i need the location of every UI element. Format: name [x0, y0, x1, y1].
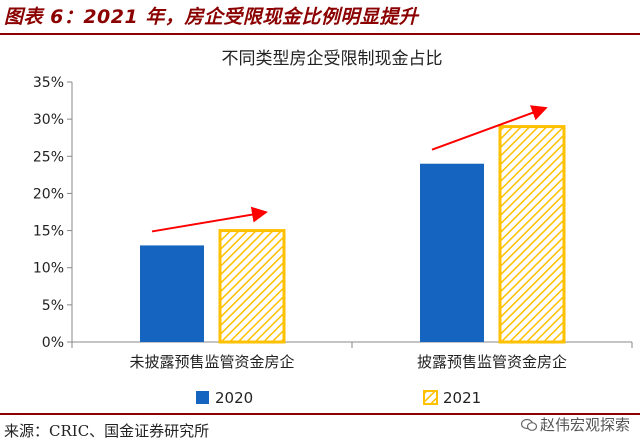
legend-swatch-2021	[423, 390, 438, 405]
figure-caption: 图表 6：2021 年，房企受限现金比例明显提升	[4, 6, 419, 28]
legend: 2020 2021	[196, 389, 481, 407]
legend-label-2021: 2021	[443, 389, 481, 407]
bar-2021-1	[498, 125, 566, 344]
wechat-icon	[520, 418, 537, 431]
legend-swatch-2020	[196, 391, 209, 404]
y-tick-label: 0%	[42, 335, 64, 351]
watermark: 赵伟宏观探索	[520, 414, 630, 435]
bar-2020-0	[140, 245, 204, 342]
legend-label-2020: 2020	[215, 389, 253, 407]
y-tick-label: 5%	[42, 298, 64, 314]
watermark-text: 赵伟宏观探索	[539, 416, 630, 434]
source-rule	[0, 413, 640, 415]
y-tick-label: 20%	[33, 186, 64, 202]
y-tick-label: 10%	[33, 261, 64, 277]
caption-rule	[0, 33, 640, 35]
y-tick-label: 15%	[33, 224, 64, 240]
trend-arrow	[151, 206, 268, 233]
x-axis: 未披露预售监管资金房企 披露预售监管资金房企	[71, 341, 633, 371]
y-tick-label: 25%	[33, 149, 64, 165]
y-tick-label: 30%	[33, 112, 64, 128]
source-note: 来源：CRIC、国金证券研究所	[4, 422, 210, 440]
bar-2020-1	[420, 163, 484, 342]
x-category-label: 披露预售监管资金房企	[417, 353, 567, 371]
bar-2021-0	[218, 229, 286, 344]
bars	[140, 125, 566, 344]
trend-arrows	[151, 105, 548, 233]
bar-chart: 不同类型房企受限制现金占比 0% 5% 10% 15% 20% 25% 30% 35% 未披露…	[33, 49, 633, 407]
y-tick-label: 35%	[33, 75, 64, 91]
trend-arrow	[431, 105, 548, 151]
x-category-label: 未披露预售监管资金房企	[129, 353, 294, 371]
y-axis: 0% 5% 10% 15% 20% 25% 30% 35%	[33, 75, 73, 351]
chart-title: 不同类型房企受限制现金占比	[222, 49, 443, 69]
